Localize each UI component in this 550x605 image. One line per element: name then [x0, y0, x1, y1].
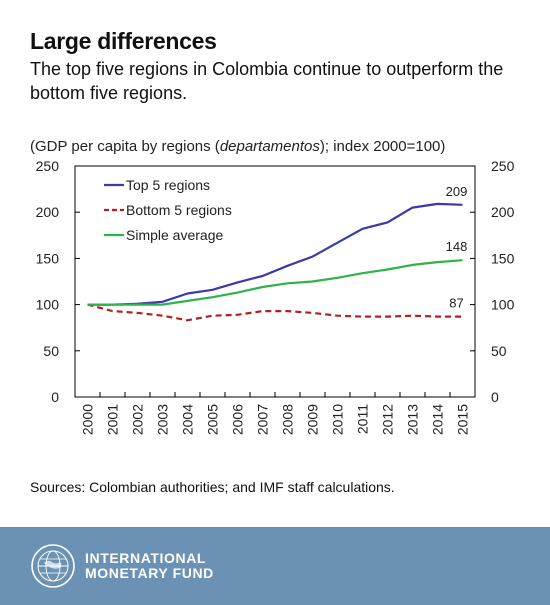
imf-seal-icon	[31, 544, 75, 588]
y-tick-label-left: 50	[43, 343, 59, 359]
x-tick-label: 2007	[255, 404, 271, 435]
y-tick-label-right: 0	[491, 389, 499, 405]
legend-label-3: Simple average	[126, 227, 223, 243]
y-tick-label-right: 100	[491, 297, 515, 313]
x-tick-label: 2002	[130, 404, 146, 435]
x-tick-label: 2004	[180, 404, 196, 435]
series-line-1	[87, 202, 463, 306]
chart-subtitle: The top five regions in Colombia continu…	[30, 59, 504, 103]
chart-title: Large differences	[30, 28, 217, 54]
legend-label-1: Top 5 regions	[126, 177, 210, 193]
series-line-2	[87, 303, 463, 322]
series-end-label-2: 87	[449, 296, 463, 311]
x-tick-label: 2000	[80, 404, 96, 435]
org-line-2: MONETARY FUND	[85, 565, 214, 581]
series-end-label-3: 148	[446, 239, 468, 254]
x-tick-label: 2010	[330, 404, 346, 435]
x-tick-label: 2009	[305, 404, 321, 435]
x-tick-label: 2008	[280, 404, 296, 435]
x-tick-label: 2012	[380, 404, 396, 435]
y-tick-label-right: 250	[491, 158, 515, 174]
plot-frame	[74, 165, 476, 398]
units-note-suffix: ); index 2000=100)	[319, 138, 446, 155]
units-note: (GDP per capita by regions (departamento…	[30, 138, 445, 155]
units-note-prefix: (GDP per capita by regions (	[30, 138, 220, 155]
x-tick-label: 2006	[230, 404, 246, 435]
org-line-1: INTERNATIONAL	[85, 550, 207, 566]
line-chart: 0 0 50 50 100 100 150 150 200 200 250 250 2000 2001 20…	[36, 158, 515, 435]
y-tick-label-left: 200	[36, 204, 60, 220]
x-tick-label: 2014	[430, 404, 446, 435]
x-tick-label: 2015	[455, 404, 471, 435]
imf-footer: INTERNATIONAL MONETARY FUND	[0, 527, 550, 605]
y-tick-label-right: 150	[491, 250, 515, 266]
y-tick-label-left: 100	[36, 297, 60, 313]
y-tick-label-left: 150	[36, 250, 60, 266]
x-tick-label: 2013	[405, 404, 421, 435]
y-tick-label-left: 0	[51, 389, 59, 405]
y-tick-label-right: 50	[491, 343, 507, 359]
x-tick-label: 2001	[105, 404, 121, 435]
x-tick-label: 2005	[205, 404, 221, 435]
units-note-italic: departamentos	[219, 138, 320, 155]
x-tick-label: 2011	[355, 404, 371, 434]
series-line-3	[87, 259, 463, 306]
imf-wordmark: INTERNATIONAL MONETARY FUND	[85, 551, 214, 581]
source-note: Sources: Colombian authorities; and IMF …	[30, 479, 395, 495]
x-tick-label: 2003	[155, 404, 171, 435]
y-tick-label-right: 200	[491, 204, 515, 220]
y-tick-label-left: 250	[36, 158, 60, 174]
legend-label-2: Bottom 5 regions	[126, 202, 232, 218]
series-end-label-1: 209	[446, 184, 468, 199]
